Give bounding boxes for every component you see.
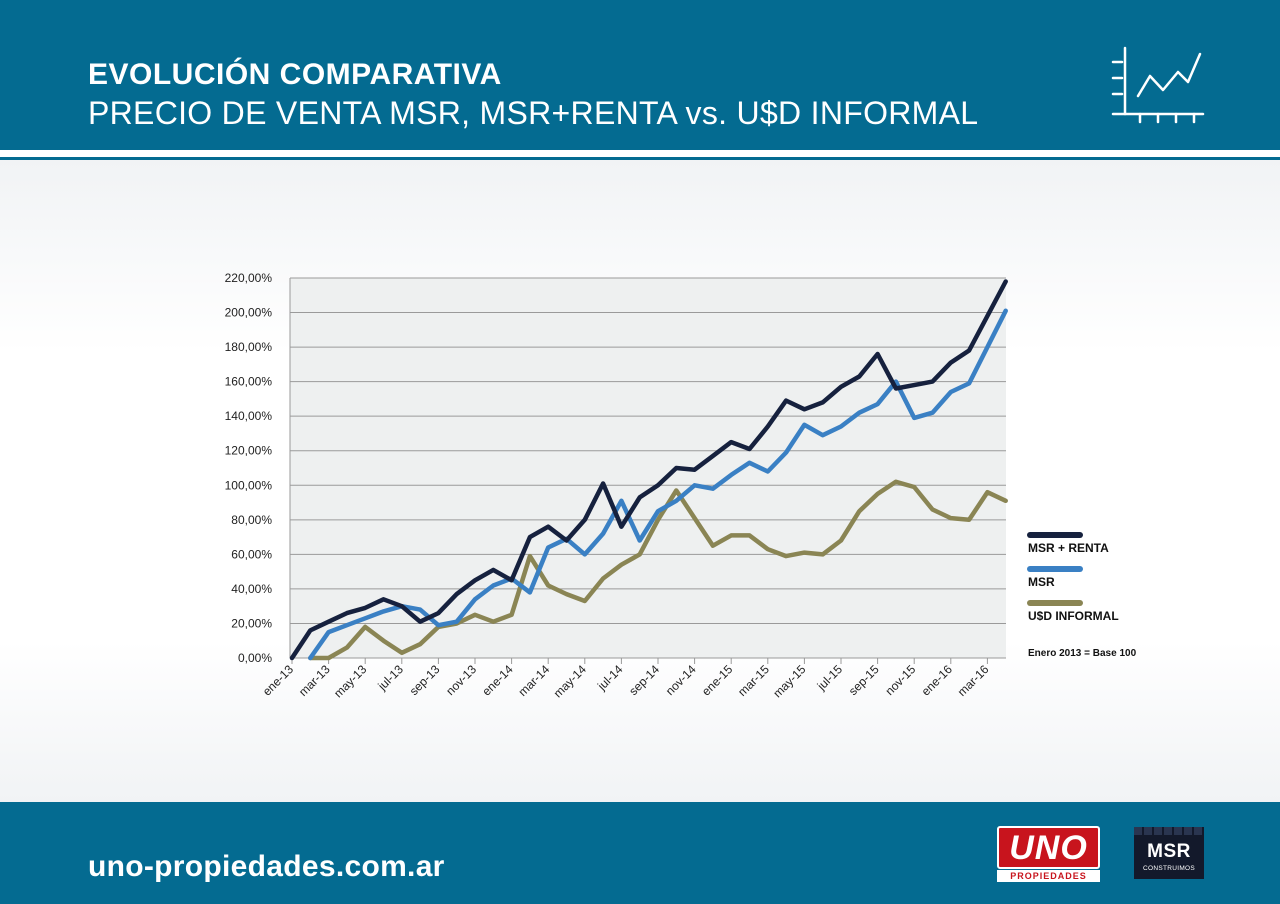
x-tick-label: ene-13 [260, 662, 297, 699]
grid-lines [289, 277, 1006, 659]
uno-logo-main: UNO [997, 826, 1100, 869]
footer-bar: uno-propiedades.com.ar UNO PROPIEDADES M… [0, 802, 1280, 904]
y-tick-label: 60,00% [231, 547, 272, 561]
base-note: Enero 2013 = Base 100 [1028, 648, 1137, 659]
y-tick-label: 80,00% [231, 513, 272, 527]
x-tick-label: jul-13 [375, 662, 407, 694]
x-tick-label: may-14 [551, 662, 589, 700]
y-tick-label: 100,00% [225, 478, 273, 492]
y-tick-label: 120,00% [225, 444, 273, 458]
line-chart: 0,00% 20,00% 40,00% 60,00% 80,00% 100,00% 120,… [225, 271, 1137, 700]
uno-logo-sub: PROPIEDADES [997, 870, 1100, 882]
y-tick-label: 160,00% [225, 375, 273, 389]
y-tick-label: 20,00% [231, 616, 272, 630]
page-subtitle: PRECIO DE VENTA MSR, MSR+RENTA vs. U$D I… [88, 95, 979, 131]
y-tick-label: 140,00% [225, 409, 273, 423]
x-tick-label: sep-15 [846, 662, 882, 698]
x-tick-label: ene-14 [479, 662, 516, 699]
x-tick-label: ene-15 [699, 662, 736, 699]
x-tick-label: nov-13 [443, 662, 479, 698]
x-tick-label: may-13 [331, 662, 369, 700]
x-tick-label: nov-14 [663, 662, 699, 698]
x-tick-label: jul-14 [594, 662, 626, 694]
x-tick-label: sep-13 [407, 662, 443, 698]
series-line-u-d-informal [308, 479, 1008, 661]
y-tick-label: 40,00% [231, 582, 272, 596]
header-bar: EVOLUCIÓN COMPARATIVA PRECIO DE VENTA MS… [0, 0, 1280, 150]
x-tick-label: sep-14 [626, 662, 662, 698]
legend-label: U$D INFORMAL [1028, 609, 1119, 623]
y-tick-label: 220,00% [225, 271, 273, 285]
y-tick-label: 200,00% [225, 306, 273, 320]
x-tick-label: mar-16 [955, 662, 992, 699]
msr-logo-stripe [1134, 827, 1204, 835]
x-tick-label: ene-16 [919, 662, 956, 699]
series-line-msr-renta [289, 279, 1008, 661]
legend-label: MSR + RENTA [1028, 541, 1109, 555]
x-tick-label: mar-14 [516, 662, 553, 699]
line-chart-icon [1111, 46, 1205, 124]
y-tick-label: 0,00% [238, 651, 272, 665]
msr-logo-sub: CONSTRUIMOS [1142, 865, 1196, 872]
plot-background [290, 278, 1006, 658]
msr-logo-main: MSR [1147, 841, 1191, 862]
page-title: EVOLUCIÓN COMPARATIVA [88, 58, 502, 91]
x-tick-label: mar-15 [735, 662, 772, 699]
legend-label: MSR [1028, 575, 1055, 589]
x-tick-label: may-15 [770, 662, 808, 700]
series-line-msr [308, 308, 1008, 661]
header-divider [0, 157, 1280, 160]
x-tick-label: jul-15 [814, 662, 846, 694]
uno-propiedades-logo: UNO PROPIEDADES [997, 826, 1100, 882]
y-axis-ticks: 0,00% 20,00% 40,00% 60,00% 80,00% 100,00% 120,… [225, 271, 273, 665]
website-link[interactable]: uno-propiedades.com.ar [88, 850, 445, 883]
x-tick-label: nov-15 [882, 662, 918, 698]
legend: MSR + RENTA MSR U$D INFORMAL [1027, 532, 1119, 623]
x-tick-label: mar-13 [296, 662, 333, 699]
y-tick-label: 180,00% [225, 340, 273, 354]
msr-logo: MSR CONSTRUIMOS [1134, 827, 1204, 879]
series-lines [289, 279, 1008, 661]
chart-area: 0,00% 20,00% 40,00% 60,00% 80,00% 100,00% 120,… [0, 160, 1280, 802]
